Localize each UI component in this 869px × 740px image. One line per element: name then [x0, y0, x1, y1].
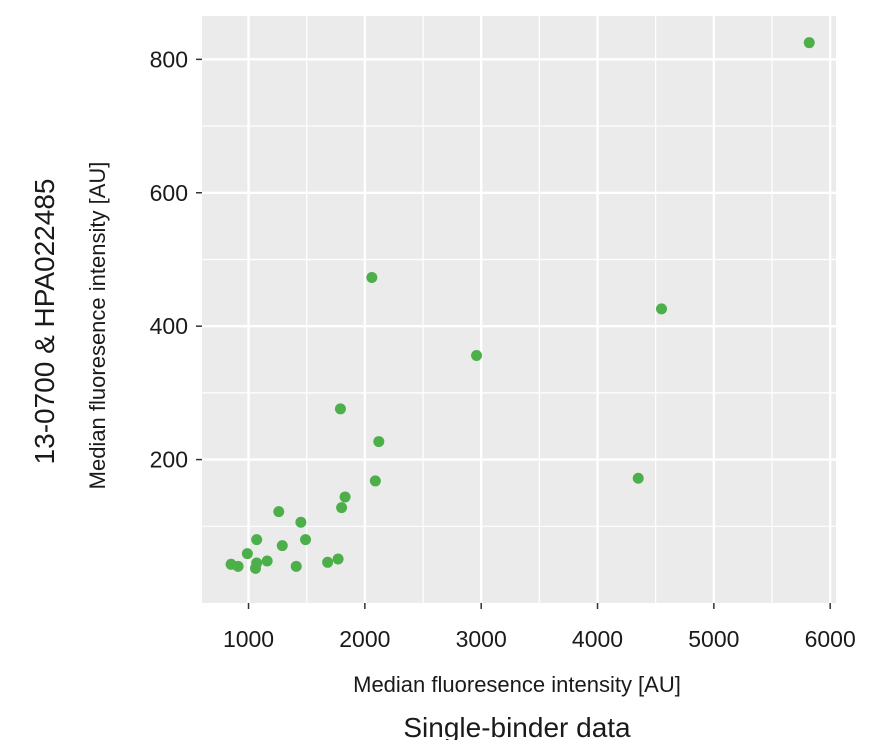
data-point	[290, 560, 302, 572]
x-tick-label: 4000	[572, 626, 623, 652]
data-point	[334, 403, 346, 415]
y-tick-label: 800	[150, 46, 188, 72]
data-point	[276, 540, 288, 552]
y-tick-label: 600	[150, 180, 188, 206]
data-point	[300, 534, 312, 546]
y-axis-ticks: 200 400 600 800	[150, 46, 202, 473]
x-tick-label: 3000	[456, 626, 507, 652]
x-tick-label: 1000	[223, 626, 274, 652]
x-tick-label: 6000	[805, 626, 856, 652]
data-points	[225, 37, 815, 574]
data-point	[332, 553, 344, 565]
x-axis-title: Median fluoresence intensity [AU]	[353, 672, 681, 697]
data-point	[656, 303, 668, 315]
data-point	[322, 556, 334, 568]
data-point	[336, 502, 348, 514]
data-point	[273, 506, 285, 518]
data-point	[632, 472, 644, 484]
data-point	[369, 475, 381, 487]
data-point	[261, 555, 273, 567]
data-point	[339, 491, 351, 503]
data-point	[232, 560, 244, 572]
major-grid	[202, 16, 836, 603]
y-tick-label: 200	[150, 447, 188, 473]
plot-panel	[202, 16, 836, 603]
minor-grid	[202, 16, 836, 603]
data-point	[373, 436, 385, 448]
x-tick-label: 2000	[339, 626, 390, 652]
y-axis-title: Median fluoresence intensity [AU]	[85, 162, 110, 490]
data-point	[295, 516, 307, 528]
data-point	[803, 37, 815, 49]
data-point	[366, 271, 378, 283]
data-point	[250, 562, 262, 574]
outer-y-axis-title: 13-0700 & HPA022485	[29, 179, 60, 465]
x-tick-label: 5000	[688, 626, 739, 652]
data-point	[251, 534, 263, 546]
y-tick-label: 400	[150, 313, 188, 339]
data-point	[471, 350, 483, 362]
x-axis-ticks: 1000 2000 3000 4000 5000 6000	[223, 603, 856, 652]
outer-x-axis-title: Single-binder data	[403, 712, 631, 740]
data-point	[241, 548, 253, 560]
